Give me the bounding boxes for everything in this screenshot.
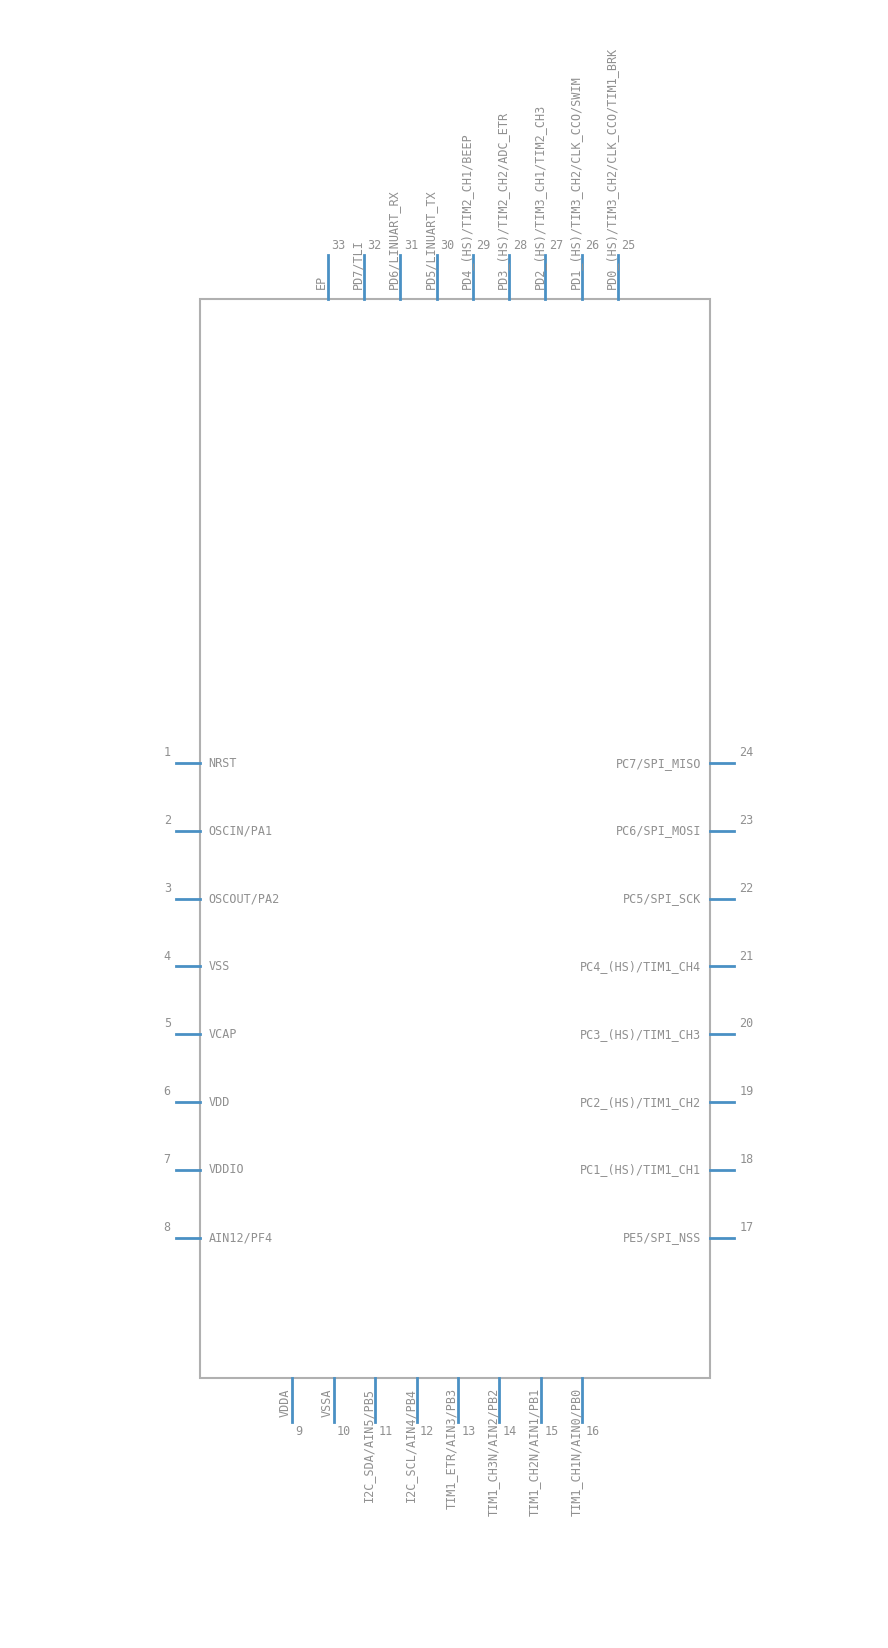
Text: 29: 29 — [476, 239, 490, 252]
Text: 17: 17 — [740, 1221, 754, 1234]
Text: 21: 21 — [740, 949, 754, 962]
Text: PD1_(HS)/TIM3_CH2/CLK_CCO/SWIM: PD1_(HS)/TIM3_CH2/CLK_CCO/SWIM — [569, 76, 582, 288]
Text: 22: 22 — [740, 882, 754, 895]
Text: 30: 30 — [440, 239, 455, 252]
Text: PD5/LINUART_TX: PD5/LINUART_TX — [424, 190, 437, 288]
Text: PC6/SPI_MOSI: PC6/SPI_MOSI — [616, 824, 702, 837]
Text: PD7/TLI: PD7/TLI — [351, 239, 364, 288]
Text: 18: 18 — [740, 1154, 754, 1167]
Text: 9: 9 — [296, 1426, 303, 1437]
Text: PC4_(HS)/TIM1_CH4: PC4_(HS)/TIM1_CH4 — [581, 961, 702, 972]
Text: 7: 7 — [163, 1154, 170, 1167]
Text: 16: 16 — [586, 1426, 600, 1437]
Text: PC3_(HS)/TIM1_CH3: PC3_(HS)/TIM1_CH3 — [581, 1028, 702, 1042]
Text: 26: 26 — [585, 239, 599, 252]
Text: PD6/LINUART_RX: PD6/LINUART_RX — [387, 190, 400, 288]
Text: 27: 27 — [549, 239, 563, 252]
Text: AIN12/PF4: AIN12/PF4 — [209, 1231, 273, 1244]
Text: 6: 6 — [163, 1086, 170, 1098]
Text: NRST: NRST — [209, 756, 237, 770]
Text: 24: 24 — [740, 747, 754, 760]
Text: 4: 4 — [163, 949, 170, 962]
Text: 8: 8 — [163, 1221, 170, 1234]
Text: PD0_(HS)/TIM3_CH2/CLK_CCO/TIM1_BRK: PD0_(HS)/TIM3_CH2/CLK_CCO/TIM1_BRK — [605, 46, 618, 288]
Text: PC7/SPI_MISO: PC7/SPI_MISO — [616, 756, 702, 770]
Text: 12: 12 — [420, 1426, 434, 1437]
Text: TIM1_CH1N/AIN0/PB0: TIM1_CH1N/AIN0/PB0 — [569, 1388, 583, 1516]
Text: 28: 28 — [512, 239, 527, 252]
Text: TIM1_CH2N/AIN1/PB1: TIM1_CH2N/AIN1/PB1 — [528, 1388, 541, 1516]
Text: 10: 10 — [337, 1426, 352, 1437]
Text: VDDA: VDDA — [279, 1388, 292, 1417]
Text: 32: 32 — [368, 239, 382, 252]
Text: OSCIN/PA1: OSCIN/PA1 — [209, 824, 273, 837]
Text: 11: 11 — [378, 1426, 392, 1437]
Text: 3: 3 — [163, 882, 170, 895]
Text: 2: 2 — [163, 814, 170, 827]
Text: PC5/SPI_SCK: PC5/SPI_SCK — [623, 892, 702, 905]
Text: 14: 14 — [503, 1426, 517, 1437]
Text: 20: 20 — [740, 1017, 754, 1030]
Text: 23: 23 — [740, 814, 754, 827]
Bar — [201, 300, 710, 1378]
Text: TIM1_ETR/AIN3/PB3: TIM1_ETR/AIN3/PB3 — [445, 1388, 458, 1510]
Text: PD2_(HS)/TIM3_CH1/TIM2_CH3: PD2_(HS)/TIM3_CH1/TIM2_CH3 — [533, 104, 545, 288]
Text: 15: 15 — [544, 1426, 559, 1437]
Text: OSCOUT/PA2: OSCOUT/PA2 — [209, 892, 280, 905]
Text: VSS: VSS — [209, 961, 230, 972]
Text: VDD: VDD — [209, 1096, 230, 1109]
Text: EP: EP — [314, 275, 328, 288]
Text: 13: 13 — [462, 1426, 476, 1437]
Text: I2C_SDA/AIN5/PB5: I2C_SDA/AIN5/PB5 — [362, 1388, 375, 1501]
Text: PD3_(HS)/TIM2_CH2/ADC_ETR: PD3_(HS)/TIM2_CH2/ADC_ETR — [496, 110, 509, 288]
Text: VDDIO: VDDIO — [209, 1163, 244, 1177]
Text: I2C_SCL/AIN4/PB4: I2C_SCL/AIN4/PB4 — [403, 1388, 416, 1501]
Text: 19: 19 — [740, 1086, 754, 1098]
Text: PE5/SPI_NSS: PE5/SPI_NSS — [623, 1231, 702, 1244]
Text: PC2_(HS)/TIM1_CH2: PC2_(HS)/TIM1_CH2 — [581, 1096, 702, 1109]
Text: VCAP: VCAP — [209, 1028, 237, 1042]
Text: VSSA: VSSA — [321, 1388, 334, 1417]
Text: 25: 25 — [622, 239, 636, 252]
Text: TIM1_CH3N/AIN2/PB2: TIM1_CH3N/AIN2/PB2 — [487, 1388, 499, 1516]
Text: 33: 33 — [331, 239, 345, 252]
Text: PC1_(HS)/TIM1_CH1: PC1_(HS)/TIM1_CH1 — [581, 1163, 702, 1177]
Text: 5: 5 — [163, 1017, 170, 1030]
Text: PD4_(HS)/TIM2_CH1/BEEP: PD4_(HS)/TIM2_CH1/BEEP — [460, 132, 473, 288]
Text: 31: 31 — [404, 239, 418, 252]
Text: 1: 1 — [163, 747, 170, 760]
